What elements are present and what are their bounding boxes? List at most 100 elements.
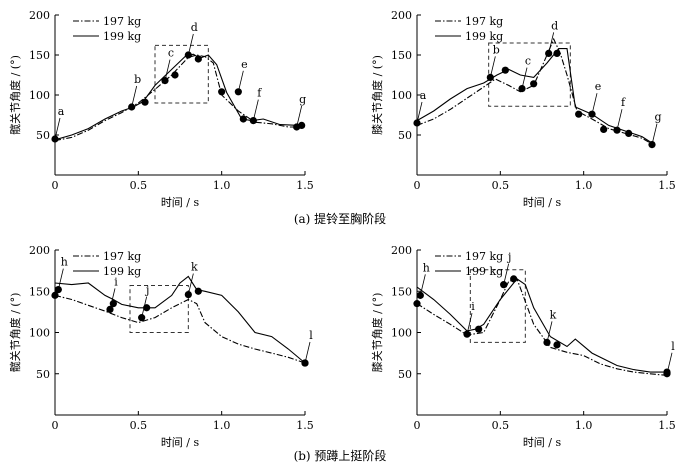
x-tick-label: 1.0 [213, 179, 231, 192]
event-pointer [187, 33, 194, 56]
x-tick-label: 0 [52, 179, 59, 192]
event-pointer [651, 123, 658, 145]
event-point-j [138, 314, 146, 322]
series-line-197kg [416, 37, 651, 144]
event-point-e [234, 88, 242, 96]
event-pointer [109, 288, 116, 310]
event-pointer [141, 296, 148, 318]
event-pointer [304, 341, 311, 364]
x-axis-label: 时间 / s [523, 436, 562, 449]
legend-label: 197 kg [103, 250, 141, 263]
event-pointer [416, 101, 423, 124]
series-line-199kg [54, 275, 306, 364]
event-pointer [666, 352, 673, 374]
y-tick-label: 200 [29, 9, 50, 22]
x-axis-label: 时间 / s [523, 196, 562, 209]
event-pointer [546, 321, 553, 343]
x-tick-label: 0.5 [130, 419, 148, 432]
data-point [600, 125, 608, 133]
event-point-k [184, 290, 192, 299]
chart-b-left: 0 0.5 1.0 1.5 50 100 150 200 时间 / s 髋关节角度 / (°) h i… [8, 244, 314, 449]
x-tick-label: 1.0 [575, 179, 593, 192]
event-point-b [128, 103, 136, 111]
series-line-197kg [54, 294, 306, 364]
event-pointer [164, 59, 171, 81]
x-tick-label: 1.5 [658, 179, 676, 192]
event-label-f: f [257, 87, 262, 100]
event-pointer [419, 274, 426, 296]
y-tick-label: 100 [29, 327, 50, 340]
event-pointer [489, 56, 496, 78]
event-label-j: j [506, 251, 511, 264]
event-label-c: c [525, 55, 531, 68]
data-point [553, 341, 561, 349]
x-tick-label: 0 [52, 419, 59, 432]
y-axis-label: 膝关节角度 / (°) [370, 55, 384, 135]
y-tick-label: 150 [29, 285, 50, 298]
chart-b-right: 0 0.5 1.0 1.5 50 100 150 200 时间 / s 膝关节角度 / (°) h i… [370, 244, 676, 449]
x-tick-label: 0 [414, 419, 421, 432]
event-label-e: e [595, 80, 602, 93]
event-pointer [252, 99, 259, 121]
event-label-k: k [191, 261, 198, 274]
legend-label: 199 kg [465, 30, 503, 43]
y-tick-label: 200 [391, 244, 412, 257]
event-label-d: d [551, 19, 558, 32]
highlight-box [154, 44, 209, 104]
event-label-a: a [58, 105, 65, 118]
y-tick-label: 150 [391, 49, 412, 62]
y-tick-label: 150 [29, 49, 50, 62]
y-tick-label: 100 [391, 89, 412, 102]
data-point [413, 300, 421, 308]
caption-a: (a) 提铃至胸阶段 [294, 211, 386, 226]
data-point [530, 80, 538, 88]
data-point [218, 88, 226, 96]
data-point [194, 55, 202, 63]
y-tick-label: 200 [29, 244, 50, 257]
event-pointer [296, 105, 303, 128]
event-pointer [503, 263, 510, 285]
event-pointer [591, 93, 598, 115]
x-tick-label: 1.5 [296, 419, 314, 432]
legend-label: 197 kg [465, 15, 503, 28]
x-tick-label: 1.0 [213, 419, 231, 432]
event-label-k: k [550, 308, 557, 321]
series-line-197kg [416, 278, 668, 376]
data-point [239, 115, 247, 123]
caption-b: (b) 预蹲上挺阶段 [294, 448, 387, 463]
data-point [575, 110, 583, 118]
data-point [171, 71, 179, 79]
data-point [625, 129, 633, 137]
event-label-c: c [168, 47, 174, 60]
event-label-a: a [420, 89, 427, 102]
event-label-f: f [621, 96, 626, 109]
event-pointer [521, 67, 528, 89]
y-tick-label: 100 [29, 89, 50, 102]
y-tick-label: 150 [391, 285, 412, 298]
y-tick-label: 200 [391, 9, 412, 22]
data-point [143, 304, 151, 312]
event-label-i: i [114, 275, 118, 288]
event-label-g: g [299, 93, 306, 106]
data-point [501, 66, 509, 74]
event-pointer [54, 117, 61, 140]
event-label-h: h [423, 261, 430, 274]
event-pointer [466, 313, 473, 335]
x-axis-label: 时间 / s [161, 196, 200, 209]
y-tick-label: 100 [391, 327, 412, 340]
chart-a-left: 0 0.5 1.0 1.5 50 100 150 200 时间 / s 髋关节角度 / (°) a b… [8, 9, 314, 209]
y-axis-label: 髋关节角度 / (°) [8, 55, 22, 135]
series-line-199kg [54, 53, 301, 141]
event-label-d: d [191, 21, 198, 34]
y-tick-label: 50 [36, 129, 50, 142]
data-point [141, 98, 149, 106]
event-label-l: l [309, 329, 313, 342]
highlight-box [129, 284, 189, 334]
event-pointer [131, 85, 138, 108]
series-line-199kg [416, 48, 653, 144]
y-tick-label: 50 [398, 368, 412, 381]
event-point-d [184, 51, 192, 59]
data-point [553, 49, 561, 58]
chart-a-right: 0 0.5 1.0 1.5 50 100 150 200 时间 / s 膝关节角度 / (°) a b… [370, 9, 676, 209]
